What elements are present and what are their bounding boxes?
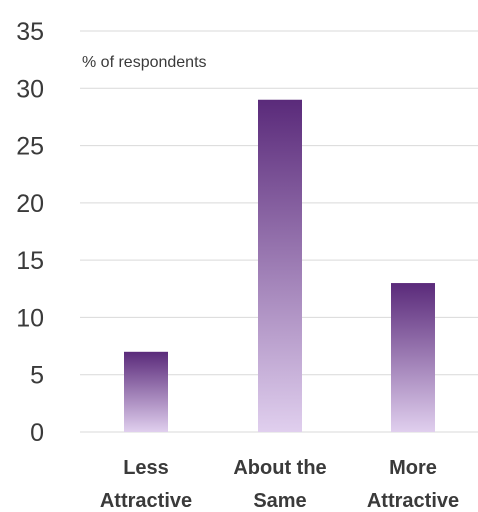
- y-tick-label: 30: [16, 75, 44, 103]
- y-tick-label: 20: [16, 190, 44, 218]
- bar: [391, 283, 435, 432]
- y-tick-label: 10: [16, 304, 44, 332]
- y-axis-title: % of respondents: [82, 54, 207, 71]
- y-tick-label: 5: [30, 362, 44, 390]
- bars: [124, 99, 435, 432]
- y-axis-ticks: 0 5 10 15 20 25 30 35: [16, 18, 44, 447]
- y-tick-label: 35: [16, 18, 44, 46]
- x-category-label: About the: [233, 457, 326, 479]
- y-tick-label: 0: [30, 419, 44, 447]
- x-category-label: Attractive: [367, 490, 459, 512]
- y-tick-label: 15: [16, 247, 44, 275]
- x-axis-categories: Less Attractive About the Same More Attractiv…: [100, 457, 459, 512]
- x-category-label: Less: [123, 457, 169, 479]
- y-tick-label: 25: [16, 133, 44, 161]
- x-category-label: More: [389, 457, 437, 479]
- bar: [124, 351, 168, 432]
- x-category-label: Attractive: [100, 490, 192, 512]
- x-category-label: Same: [253, 490, 306, 512]
- bar: [258, 99, 302, 432]
